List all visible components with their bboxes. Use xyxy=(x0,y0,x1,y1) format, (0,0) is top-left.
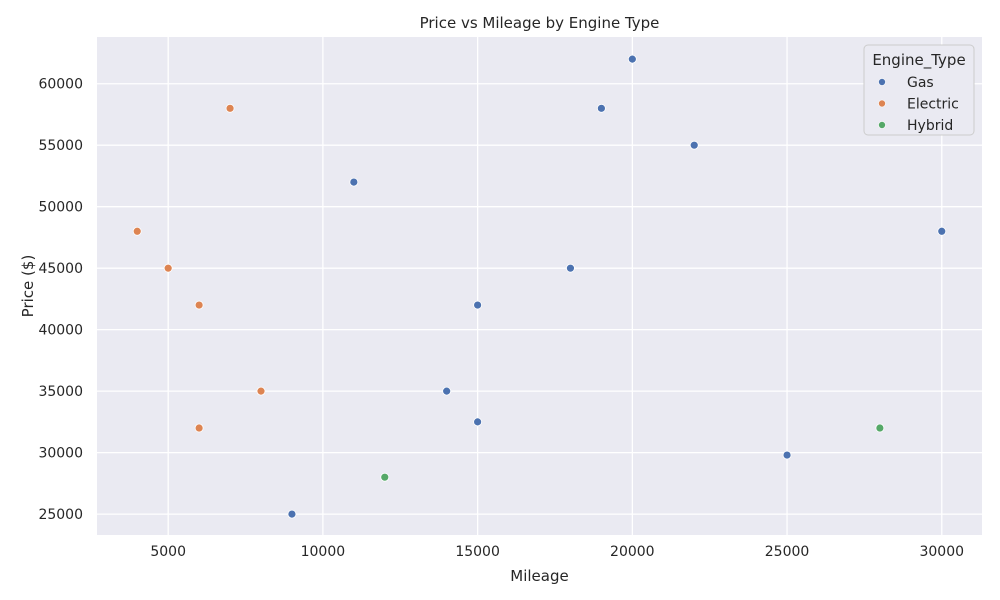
y-tick-label: 30000 xyxy=(38,446,83,462)
legend-label-gas: Gas xyxy=(907,75,934,91)
x-tick-label: 15000 xyxy=(455,544,500,560)
point-gas xyxy=(596,103,606,113)
point-gas xyxy=(349,177,359,187)
point-gas xyxy=(782,450,792,460)
y-tick-label: 50000 xyxy=(38,200,83,216)
point-electric xyxy=(132,226,142,236)
x-tick-label: 30000 xyxy=(919,544,964,560)
x-tick-label: 5000 xyxy=(150,544,186,560)
y-tick-labels: 25000 30000 35000 40000 45000 50000 55000 60000 xyxy=(38,77,83,523)
y-axis-label: Price ($) xyxy=(19,255,37,318)
point-gas xyxy=(442,386,452,396)
y-tick-label: 45000 xyxy=(38,261,83,277)
x-tick-label: 10000 xyxy=(301,544,346,560)
y-tick-label: 60000 xyxy=(38,77,83,93)
legend: Engine_Type Gas Electric Hybrid xyxy=(863,44,975,136)
legend-label-electric: Electric xyxy=(907,97,959,113)
x-axis-label: Mileage xyxy=(510,567,568,585)
point-gas xyxy=(627,54,637,64)
point-gas xyxy=(287,509,297,519)
legend-marker-gas xyxy=(878,78,886,86)
legend-box xyxy=(863,44,975,136)
point-gas xyxy=(473,300,483,310)
y-tick-label: 40000 xyxy=(38,323,83,339)
point-gas xyxy=(566,263,575,273)
point-hybrid xyxy=(875,423,885,433)
point-electric xyxy=(225,103,235,113)
grid-lines xyxy=(97,37,982,535)
y-tick-label: 25000 xyxy=(38,507,83,523)
legend-title: Engine_Type xyxy=(872,51,965,70)
point-electric xyxy=(163,263,173,273)
point-electric xyxy=(194,300,204,310)
x-tick-label: 20000 xyxy=(610,544,655,560)
x-tick-labels: 5000 10000 15000 20000 25000 30000 xyxy=(150,544,964,560)
chart-title: Price vs Mileage by Engine Type xyxy=(420,14,660,32)
legend-marker-electric xyxy=(878,99,886,108)
point-gas xyxy=(689,140,699,150)
legend-marker-hybrid xyxy=(878,121,886,129)
point-hybrid xyxy=(380,472,390,482)
point-gas xyxy=(937,226,947,236)
point-gas xyxy=(473,417,483,427)
point-electric xyxy=(194,423,204,433)
x-tick-label: 25000 xyxy=(765,544,810,560)
y-tick-label: 35000 xyxy=(38,384,83,400)
y-tick-label: 55000 xyxy=(38,138,83,154)
legend-label-hybrid: Hybrid xyxy=(907,118,953,134)
point-electric xyxy=(256,386,266,396)
data-points xyxy=(132,54,947,519)
legend-items: Gas Electric Hybrid xyxy=(878,75,959,134)
